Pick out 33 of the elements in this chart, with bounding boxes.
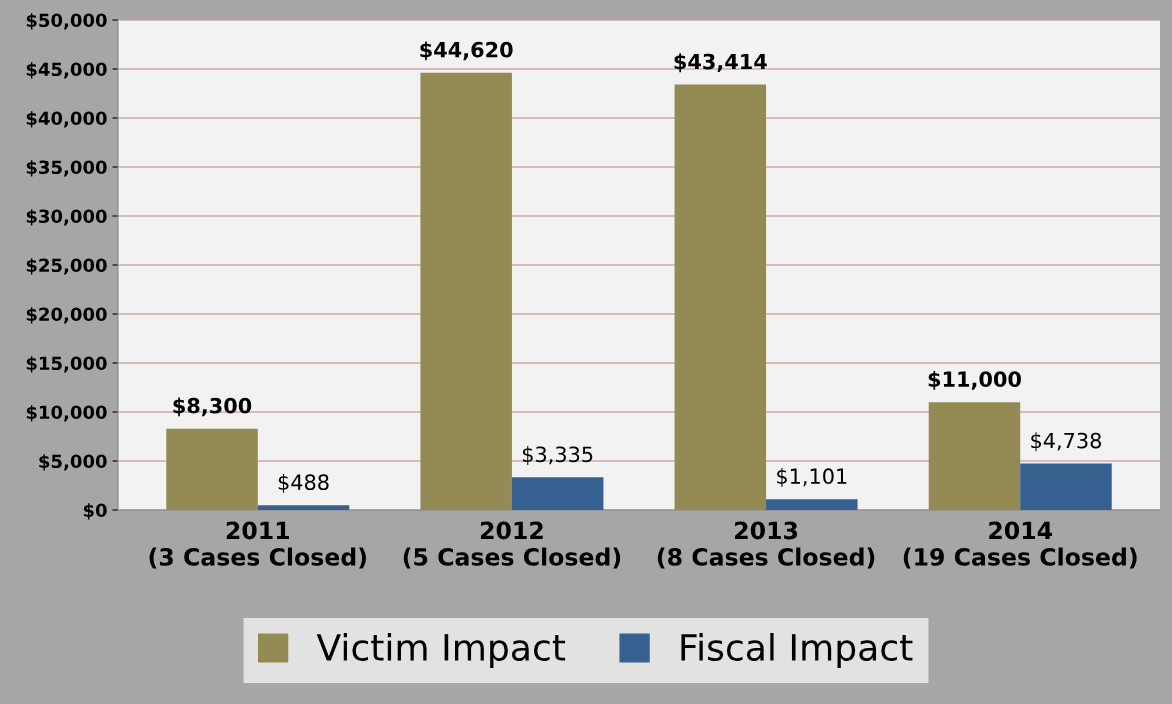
bar <box>511 477 604 510</box>
data-label: $43,414 <box>674 53 767 73</box>
legend-label: Victim Impact <box>316 633 566 668</box>
y-tick-label: $40,000 <box>26 111 107 128</box>
y-tick-label: $10,000 <box>26 405 107 422</box>
y-tick-label: $45,000 <box>26 62 107 79</box>
y-tick-label: $5,000 <box>39 454 107 471</box>
x-tick-label: 2013 (8 Cases Closed) <box>657 521 875 569</box>
data-label: $4,738 <box>1031 432 1101 452</box>
data-label: $11,000 <box>928 370 1021 390</box>
data-label: $488 <box>278 473 329 493</box>
y-tick-label: $30,000 <box>26 209 107 226</box>
y-tick-label: $15,000 <box>26 356 107 373</box>
bar <box>166 428 258 510</box>
bar <box>1020 463 1112 510</box>
x-tick-label: 2014 (19 Cases Closed) <box>903 521 1137 569</box>
data-label: $8,300 <box>173 397 252 417</box>
bar <box>420 72 512 510</box>
y-tick-label: $35,000 <box>26 160 107 177</box>
legend-label: Fiscal Impact <box>681 633 913 668</box>
x-tick-label: 2011 (3 Cases Closed) <box>149 521 366 569</box>
data-label: $3,335 <box>522 446 593 465</box>
x-tick-label: 2012 (5 Cases Closed) <box>403 521 621 569</box>
bar <box>257 505 350 510</box>
y-tick-label: $25,000 <box>26 258 107 275</box>
bar <box>928 402 1021 510</box>
y-tick-label: $20,000 <box>26 307 107 324</box>
data-label: $44,620 <box>420 41 513 61</box>
bar <box>766 499 858 510</box>
data-label: $1,101 <box>777 467 847 487</box>
bar <box>674 84 767 510</box>
y-tick-label: $50,000 <box>26 13 107 30</box>
y-tick-label: $0 <box>83 503 107 520</box>
